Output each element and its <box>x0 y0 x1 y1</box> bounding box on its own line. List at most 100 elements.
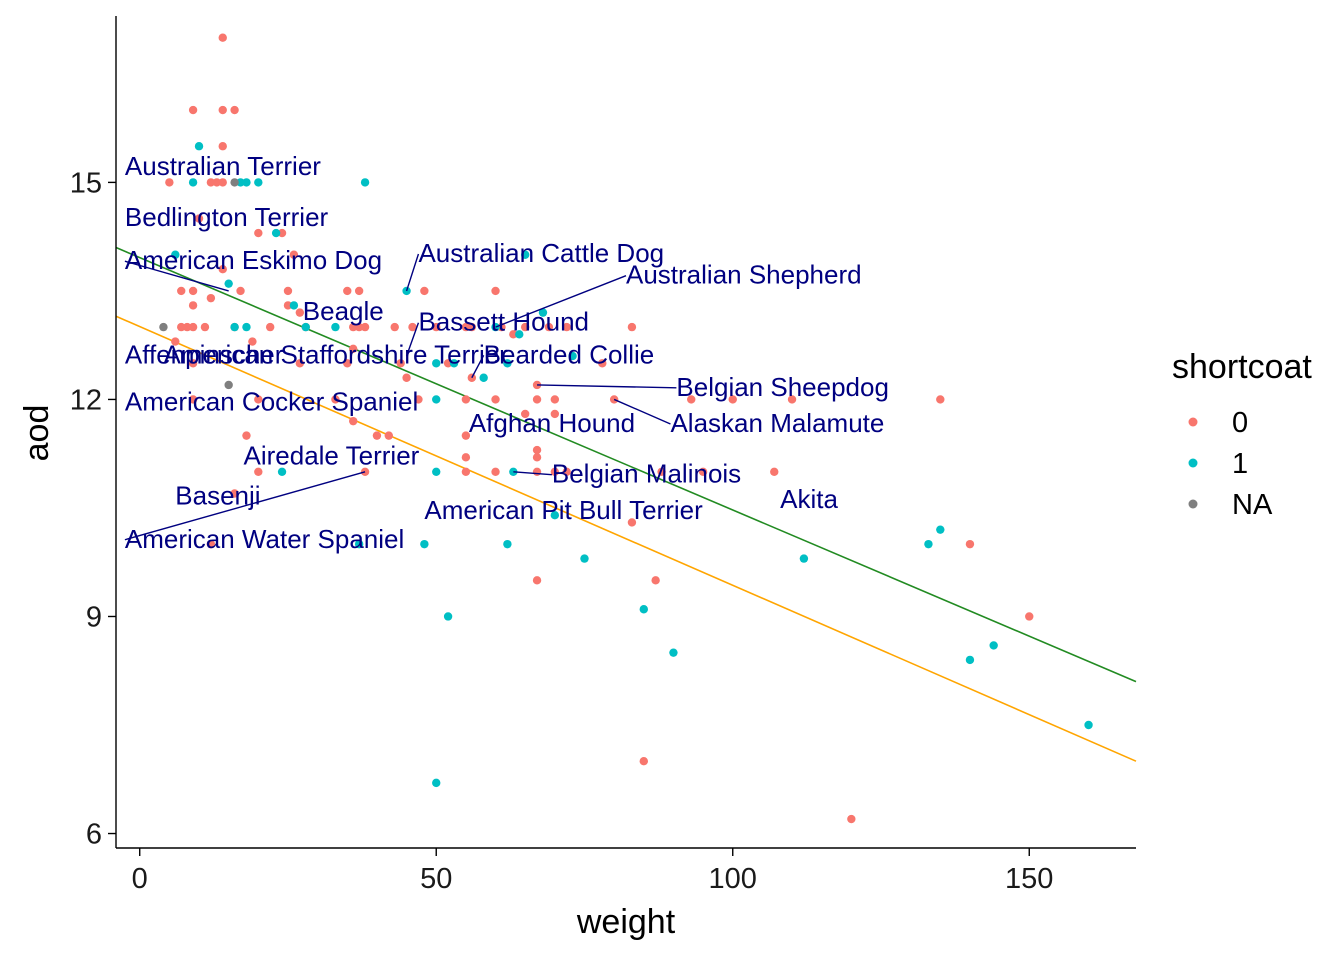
data-points <box>159 33 1093 824</box>
data-point-0 <box>360 322 370 332</box>
annotation-leader-line <box>124 260 229 292</box>
y-tick-label: 12 <box>70 384 102 416</box>
data-point-0 <box>384 431 393 440</box>
data-point-0 <box>254 467 263 476</box>
data-point-0 <box>965 539 975 549</box>
legend-key-0 <box>1188 417 1198 427</box>
annotation-label: Afghan Hound <box>469 408 635 438</box>
data-point-1 <box>420 539 429 549</box>
data-point-0 <box>770 467 779 476</box>
data-point-0 <box>188 395 198 404</box>
legend-label: 1 <box>1232 448 1248 480</box>
x-axis-ticks: 0 50 100 150 <box>132 848 1053 895</box>
data-point-0 <box>520 322 530 332</box>
fit-line-1 <box>115 246 1137 683</box>
data-point-1 <box>242 178 251 187</box>
data-point-1 <box>520 250 530 259</box>
legend-key-na <box>1188 499 1198 509</box>
data-point-0 <box>295 308 305 317</box>
data-point-0 <box>562 322 571 332</box>
data-point-0 <box>544 322 554 332</box>
data-point-0 <box>687 395 696 404</box>
data-point-0 <box>1025 612 1034 621</box>
annotation-leader-line <box>613 398 671 425</box>
data-point-1 <box>171 250 180 259</box>
data-point-0 <box>236 286 245 296</box>
annotation-leader-line <box>537 384 677 389</box>
data-point-1 <box>432 395 441 404</box>
legend-entries: 0 1 NA <box>1188 407 1273 521</box>
data-point-0 <box>532 395 542 404</box>
annotation-label: Australian Shepherd <box>626 260 862 290</box>
data-point-0 <box>491 467 500 476</box>
y-axis-title: aod <box>18 405 56 462</box>
annotation-label: Belgian Sheepdog <box>676 372 889 402</box>
annotation-label: Alaskan Malamute <box>670 408 884 438</box>
data-point-1 <box>331 322 340 332</box>
annotation-label: Bassett Hound <box>418 307 589 337</box>
data-point-0 <box>550 409 560 419</box>
x-tick-label: 50 <box>420 863 452 895</box>
data-point-0 <box>177 286 186 296</box>
data-point-0 <box>283 286 293 296</box>
x-tick-label: 100 <box>709 863 757 895</box>
data-point-0 <box>349 416 358 426</box>
data-point-1 <box>443 612 453 621</box>
data-point-1 <box>669 648 678 657</box>
data-point-0 <box>390 322 399 332</box>
data-point-1 <box>924 539 933 549</box>
data-point-0 <box>402 373 411 382</box>
data-point-1 <box>230 322 239 332</box>
data-point-1 <box>503 539 512 549</box>
point-annotations: Australian Terrier Bedlington Terrier Amer… <box>124 151 889 554</box>
data-point-0 <box>218 105 227 115</box>
data-point-1 <box>509 467 518 476</box>
data-point-0 <box>532 445 542 455</box>
x-tick-label: 150 <box>1005 863 1053 895</box>
data-point-1 <box>188 178 198 187</box>
legend-label: 0 <box>1232 407 1248 439</box>
annotation-leader-line <box>405 322 420 357</box>
data-point-1 <box>242 322 251 332</box>
data-point-0 <box>182 322 192 332</box>
data-point-0 <box>177 322 186 332</box>
data-point-1 <box>936 525 945 534</box>
data-point-0 <box>532 576 542 585</box>
data-point-0 <box>188 322 198 332</box>
data-point-0 <box>639 756 648 766</box>
annotation-label: Bedlington Terrier <box>125 202 329 232</box>
data-point-1 <box>989 641 998 650</box>
data-point-0 <box>206 178 216 187</box>
data-point-0 <box>343 286 352 296</box>
data-point-0 <box>372 431 382 440</box>
y-tick-label: 9 <box>86 601 102 633</box>
data-point-0 <box>432 322 441 332</box>
annotation-label: Australian Cattle Dog <box>418 238 664 268</box>
data-point-0 <box>349 344 358 353</box>
data-point-1 <box>550 511 560 520</box>
data-point-0 <box>218 178 227 187</box>
annotation-label: Australian Terrier <box>125 151 321 181</box>
data-point-0 <box>188 286 198 296</box>
data-point-0 <box>242 431 251 440</box>
annotation-label: Affenpinscher <box>125 339 284 369</box>
data-point-0 <box>360 467 370 476</box>
data-point-0 <box>200 322 210 332</box>
y-tick-label: 6 <box>86 819 102 851</box>
fit-line-2 <box>115 315 1137 762</box>
data-point-0 <box>230 489 239 498</box>
legend-title: shortcoat <box>1172 348 1312 386</box>
data-point-1 <box>799 554 809 563</box>
data-point-0 <box>651 576 660 585</box>
annotation-label: American Cocker Spaniel <box>125 386 418 416</box>
data-point-0 <box>206 293 216 303</box>
data-point-1 <box>568 351 577 361</box>
data-point-0 <box>491 286 500 296</box>
data-point-0 <box>550 395 560 404</box>
data-point-1 <box>432 359 441 368</box>
data-point-0 <box>165 178 174 187</box>
data-point-1 <box>432 467 441 476</box>
data-point-0 <box>283 301 293 310</box>
data-point-1 <box>538 308 548 317</box>
